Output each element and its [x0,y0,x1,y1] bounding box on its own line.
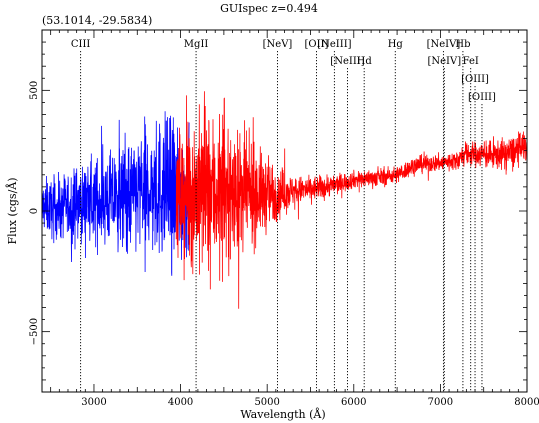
x-tick-label: 3000 [81,397,106,408]
line-marker-label: MgII [184,39,209,50]
line-marker-label: [OII] [305,39,329,50]
line-marker-label: [NeIII] [317,39,351,50]
line-marker-label: [NeV] [263,39,293,50]
chart-subtitle: (53.1014, -29.5834) [42,14,152,27]
line-marker-label: Hb [455,39,470,50]
line-marker-label: [NeIV] [427,56,461,67]
y-axis-label: Flux (cgs/Å) [5,177,19,244]
line-marker-label: [NeIII] [330,56,364,67]
y-tick-label: 0 [29,208,40,214]
data-layer [41,91,528,309]
line-marker-label: Hg [388,39,404,50]
line-marker-label: Hd [357,56,373,67]
axis-layer: 3000 4000 5000 6000 7000 8000 −500 0 500 [29,29,539,408]
line-marker-label: [NeIV] [427,39,461,50]
chart-title: GUIspec z=0.494 [220,2,318,15]
x-tick-label: 4000 [168,397,193,408]
line-marker-label: [OIII] [468,92,496,103]
line-marker-label: FeI [463,56,479,67]
line-marker-label: [OIII] [461,74,489,85]
spectrum-series-1 [41,111,190,276]
y-tick-label: 500 [29,81,40,100]
line-marker-label: CIII [71,39,91,50]
x-tick-label: 8000 [514,397,539,408]
y-tick-label: −500 [29,318,40,345]
x-tick-label: 6000 [341,397,366,408]
x-axis-label: Wavelength (Å) [240,407,325,421]
x-tick-label: 7000 [428,397,453,408]
spectrum-series-2 [175,91,528,309]
x-tick-label: 5000 [254,397,279,408]
